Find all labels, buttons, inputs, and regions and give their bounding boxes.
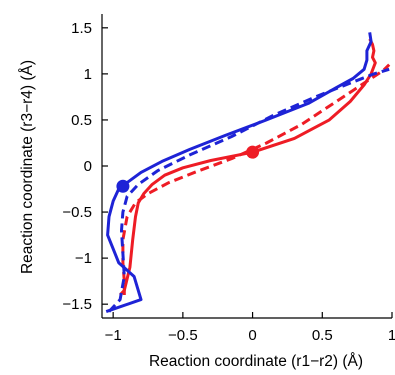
tick-labels: −1 −0.5 0 0.5 1 −1.5 −1 −0.5 0 0.5 1 1.5 [62,20,395,344]
series-line-4-dashed [107,67,390,313]
y-tick-label: −1 [75,250,92,267]
x-tick-label: 0 [248,327,256,344]
y-tick-label: −1.5 [62,296,92,313]
y-tick-label: 1 [84,66,92,83]
series-group [105,32,391,314]
series-line-2-dashed [121,63,391,295]
plot-area [105,32,391,314]
y-tick-label: 1.5 [71,20,92,37]
tick-marks [102,27,393,318]
x-tick-label: −0.5 [168,327,198,344]
y-tick-label: 0 [84,158,92,175]
series-line-3-solid [105,32,373,314]
marker-point-2 [116,179,130,193]
x-axis-label: Reaction coordinate (r1−r2) (Å) [149,353,363,370]
y-axis-label: Reaction coordinate (r3−r4) (Å) [19,60,36,274]
axes [101,14,392,319]
marker-point-1 [246,145,260,159]
x-tick-label: 0.5 [312,327,333,344]
x-tick-label: 1 [388,327,395,344]
series-line-1-solid [118,38,377,297]
x-tick-label: −1 [105,327,122,344]
y-tick-label: 0.5 [71,112,92,129]
y-tick-label: −0.5 [62,204,92,221]
